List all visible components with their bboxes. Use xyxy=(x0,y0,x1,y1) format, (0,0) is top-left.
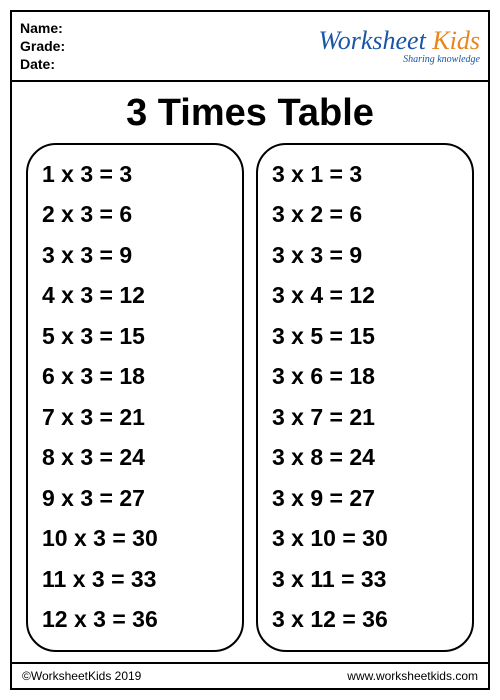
page-title: 3 Times Table xyxy=(12,92,488,135)
equation: 5 x 3 = 15 xyxy=(42,319,228,355)
worksheet-page: Name: Grade: Date: Worksheet Kids Sharin… xyxy=(10,10,490,690)
logo-tagline: Sharing knowledge xyxy=(273,54,480,65)
equation: 3 x 3 = 9 xyxy=(272,238,458,274)
grade-field-label: Grade: xyxy=(20,38,273,54)
equation: 9 x 3 = 27 xyxy=(42,481,228,517)
equation: 6 x 3 = 18 xyxy=(42,359,228,395)
logo-word-2: Kids xyxy=(432,26,480,55)
equation: 1 x 3 = 3 xyxy=(42,157,228,193)
equation: 3 x 1 = 3 xyxy=(272,157,458,193)
equation: 3 x 10 = 30 xyxy=(272,521,458,557)
equation: 10 x 3 = 30 xyxy=(42,521,228,557)
equation: 3 x 3 = 9 xyxy=(42,238,228,274)
date-field-label: Date: xyxy=(20,56,273,72)
equation: 4 x 3 = 12 xyxy=(42,278,228,314)
equation: 8 x 3 = 24 xyxy=(42,440,228,476)
left-column: 1 x 3 = 3 2 x 3 = 6 3 x 3 = 9 4 x 3 = 12… xyxy=(26,143,244,652)
equation: 3 x 8 = 24 xyxy=(272,440,458,476)
logo-text: Worksheet Kids xyxy=(273,28,480,54)
equation: 3 x 9 = 27 xyxy=(272,481,458,517)
equation: 3 x 4 = 12 xyxy=(272,278,458,314)
table-body: 1 x 3 = 3 2 x 3 = 6 3 x 3 = 9 4 x 3 = 12… xyxy=(12,143,488,662)
logo-word-1: Worksheet xyxy=(318,26,425,55)
equation: 3 x 11 = 33 xyxy=(272,562,458,598)
equation: 3 x 12 = 36 xyxy=(272,602,458,638)
equation: 7 x 3 = 21 xyxy=(42,400,228,436)
right-column: 3 x 1 = 3 3 x 2 = 6 3 x 3 = 9 3 x 4 = 12… xyxy=(256,143,474,652)
equation: 3 x 6 = 18 xyxy=(272,359,458,395)
header-fields: Name: Grade: Date: xyxy=(20,20,273,72)
equation: 3 x 2 = 6 xyxy=(272,197,458,233)
equation: 11 x 3 = 33 xyxy=(42,562,228,598)
header-block: Name: Grade: Date: Worksheet Kids Sharin… xyxy=(12,12,488,82)
copyright-text: ©WorksheetKids 2019 xyxy=(22,669,141,683)
equation: 3 x 7 = 21 xyxy=(272,400,458,436)
equation: 2 x 3 = 6 xyxy=(42,197,228,233)
footer-url: www.worksheetkids.com xyxy=(347,669,478,683)
name-field-label: Name: xyxy=(20,20,273,36)
footer: ©WorksheetKids 2019 www.worksheetkids.co… xyxy=(12,662,488,688)
equation: 3 x 5 = 15 xyxy=(272,319,458,355)
logo: Worksheet Kids Sharing knowledge xyxy=(273,28,480,65)
equation: 12 x 3 = 36 xyxy=(42,602,228,638)
